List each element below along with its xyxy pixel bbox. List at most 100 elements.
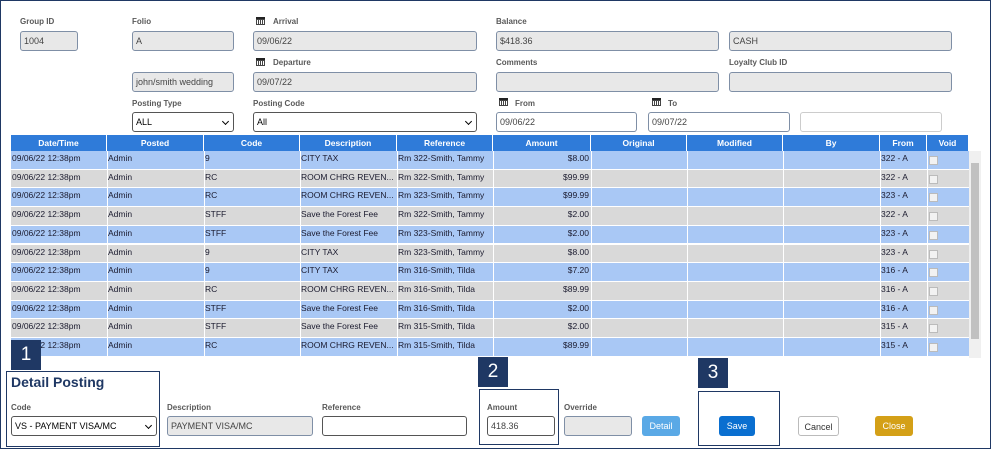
cell-divider (783, 207, 784, 225)
input[interactable]: 09/07/22 (648, 112, 790, 132)
scroll-thumb[interactable] (971, 163, 979, 339)
cell: Admin (108, 246, 133, 257)
column-header[interactable]: Date/Time (11, 135, 107, 151)
cell: 09/06/22 12:38pm (12, 153, 81, 163)
cell-divider (107, 244, 108, 263)
input[interactable]: PAYMENT VISA/MC (167, 416, 313, 436)
cancel-button[interactable]: Cancel (798, 416, 839, 436)
table-row[interactable]: 09/06/22 12:38pm Admin RC ROOM CHRG REVEN..… (11, 188, 969, 208)
input[interactable]: $418.36 (496, 31, 719, 51)
void-checkbox[interactable] (929, 212, 938, 222)
cell: 09/06/22 12:38pm (12, 283, 81, 294)
cell: Rm 316-Smith, Tilda (398, 283, 475, 294)
cell-divider (687, 188, 688, 207)
void-checkbox[interactable] (929, 249, 938, 259)
cell: Rm 322-Smith, Tammy (398, 153, 485, 163)
void-checkbox[interactable] (929, 286, 938, 296)
cell-divider (107, 225, 108, 244)
label: Reference (322, 403, 361, 412)
void-checkbox[interactable] (929, 230, 938, 240)
cell: 9 (205, 246, 210, 257)
void-checkbox[interactable] (929, 156, 938, 165)
input[interactable] (564, 416, 632, 436)
void-checkbox[interactable] (929, 193, 938, 203)
input[interactable]: 09/06/22 (496, 112, 637, 132)
cell-divider (687, 225, 688, 244)
cell-divider (397, 207, 398, 225)
cell: STFF (205, 209, 227, 220)
cell-divider (300, 338, 301, 356)
detail-button[interactable]: Detail (642, 416, 680, 436)
cell-divider (927, 169, 928, 188)
void-checkbox[interactable] (929, 174, 938, 184)
table-row[interactable]: 09/06/22 12:38pm Admin 9 CITY TAX Rm 316-Smi… (11, 263, 969, 282)
cell-divider (591, 338, 592, 356)
cell-divider (591, 263, 592, 281)
table-row[interactable]: 09/06/22 12:38pm Admin STFF Save the Forest… (11, 225, 969, 245)
label: Description (167, 403, 212, 412)
label: Posting Type (132, 99, 182, 108)
cell: CITY TAX (301, 265, 339, 276)
input[interactable] (800, 112, 942, 132)
column-header[interactable]: Reference (397, 135, 493, 151)
table-row[interactable]: 09/06/22 12:38pm Admin RC ROOM CHRG REVEN..… (11, 338, 969, 357)
cell-divider (300, 281, 301, 300)
void-checkbox[interactable] (929, 343, 938, 352)
input[interactable]: 09/06/22 (253, 31, 477, 51)
void-checkbox[interactable] (929, 305, 938, 315)
callout-box (479, 389, 559, 445)
cell: 323 - A (881, 246, 908, 257)
input[interactable]: CASH (729, 31, 952, 51)
column-header[interactable]: From (880, 135, 927, 151)
input[interactable] (496, 72, 719, 92)
void-checkbox[interactable] (929, 324, 938, 334)
cell: 316 - A (881, 265, 908, 276)
close-button[interactable]: Close (875, 416, 913, 436)
select[interactable]: ALL (132, 112, 234, 132)
cell-divider (107, 319, 108, 337)
cell-divider (591, 207, 592, 225)
label: Amount (487, 403, 518, 412)
input[interactable]: john/smith wedding (132, 72, 234, 92)
label: Arrival (273, 17, 299, 26)
cell-divider (591, 188, 592, 207)
cell: 09/06/22 12:38pm (12, 209, 81, 220)
table-row[interactable]: 09/06/22 12:38pm Admin STFF Save the Forest… (11, 319, 969, 338)
void-checkbox[interactable] (929, 268, 938, 278)
input[interactable]: 09/07/22 (253, 72, 477, 92)
label: Code (11, 403, 31, 412)
table-row[interactable]: 09/06/22 12:38pm Admin RC ROOM CHRG REVEN..… (11, 281, 969, 301)
column-header[interactable]: Void (927, 135, 969, 151)
cell-divider (107, 263, 108, 281)
table-row[interactable]: 09/06/22 12:38pm Admin 9 CITY TAX Rm 323-Smi… (11, 244, 969, 264)
scrollbar[interactable] (969, 151, 981, 358)
input[interactable] (729, 72, 952, 92)
table-row[interactable]: 09/06/22 12:38pm Admin STFF Save the Forest… (11, 300, 969, 320)
input[interactable] (322, 416, 467, 436)
column-header[interactable]: Code (204, 135, 300, 151)
cell-divider (300, 244, 301, 263)
cell-divider (880, 300, 881, 319)
column-header[interactable]: Description (300, 135, 397, 151)
cell-divider (300, 207, 301, 225)
table-row[interactable]: 09/06/22 12:38pm Admin RC ROOM CHRG REVEN..… (11, 169, 969, 189)
label: Departure (273, 58, 311, 67)
input[interactable]: 1004 (20, 31, 78, 51)
input[interactable]: A (132, 31, 234, 51)
cell: Save the Forest Fee (301, 321, 379, 332)
cell: 9 (205, 265, 210, 276)
column-header[interactable]: Original (591, 135, 687, 151)
cell-divider (927, 151, 928, 169)
column-header[interactable]: Amount (493, 135, 591, 151)
save-button[interactable]: Save (719, 416, 755, 436)
column-header[interactable]: Posted (107, 135, 204, 151)
column-header[interactable]: By (783, 135, 880, 151)
select[interactable]: All (253, 112, 477, 132)
cell: 322 - A (881, 209, 908, 220)
input[interactable]: 418.36 (487, 416, 555, 436)
column-header[interactable]: Modified (687, 135, 783, 151)
section-title: Detail Posting (11, 374, 105, 390)
table-row[interactable]: 09/06/22 12:38pm Admin STFF Save the Forest… (11, 207, 969, 226)
select[interactable]: VS - PAYMENT VISA/MC (11, 416, 157, 436)
table-row[interactable]: 09/06/22 12:38pm Admin 9 CITY TAX Rm 322-Smi… (11, 151, 969, 170)
